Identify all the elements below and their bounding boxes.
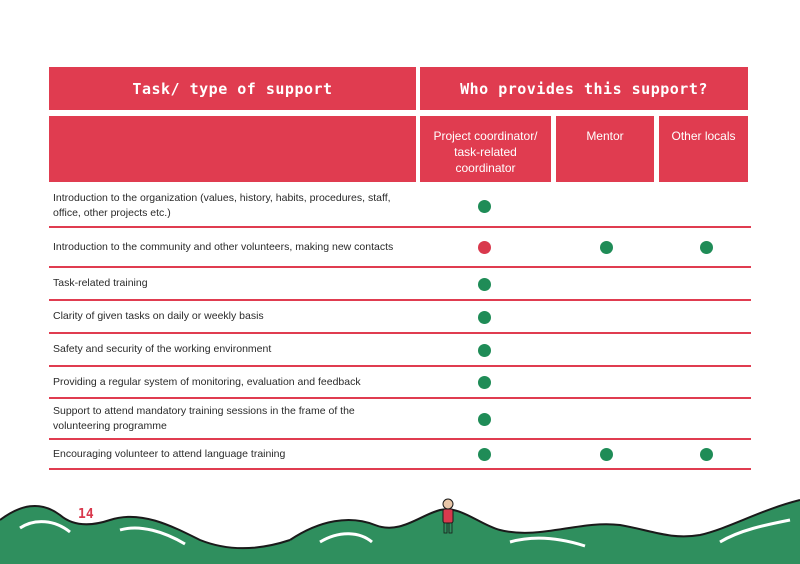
provider-header-other-locals: Other locals bbox=[659, 116, 748, 182]
figure-illustration bbox=[442, 498, 454, 534]
task-column-header: Task/ type of support bbox=[49, 67, 416, 110]
task-cell: Task-related training bbox=[53, 277, 148, 289]
provider-label-mentor: Mentor bbox=[586, 129, 624, 143]
provider-dot-mentor bbox=[600, 448, 613, 461]
provider-label-coordinator: Project coordinator/ task-related coordi… bbox=[433, 129, 538, 175]
provider-dot-coordinator bbox=[478, 200, 491, 213]
provider-header-coordinator: Project coordinator/ task-related coordi… bbox=[420, 116, 551, 182]
task-cell: Introduction to the community and other … bbox=[53, 240, 394, 253]
task-cell: Clarity of given tasks on daily or weekl… bbox=[53, 310, 264, 322]
task-column-title: Task/ type of support bbox=[132, 79, 333, 98]
table-row: Encouraging volunteer to attend language… bbox=[49, 440, 751, 470]
task-subheader-blank bbox=[49, 116, 416, 182]
provider-dot-coordinator bbox=[478, 241, 491, 254]
page-number: 14 bbox=[78, 507, 94, 522]
provider-dot-coordinator bbox=[478, 376, 491, 389]
provider-dot-coordinator bbox=[478, 310, 491, 324]
provider-dot-coordinator bbox=[478, 448, 491, 461]
task-cell: Safety and security of the working envir… bbox=[53, 343, 272, 355]
table-row: Safety and security of the working envir… bbox=[49, 334, 751, 367]
provider-dot-other-locals bbox=[700, 448, 713, 461]
task-cell: Providing a regular system of monitoring… bbox=[53, 375, 361, 388]
table-row: Introduction to the organization (values… bbox=[49, 186, 751, 228]
table-row: Task-related training bbox=[49, 268, 751, 301]
task-cell: Encouraging volunteer to attend language… bbox=[53, 447, 286, 460]
table-row: Providing a regular system of monitoring… bbox=[49, 367, 751, 399]
task-cell: Support to attend mandatory training ses… bbox=[53, 404, 355, 432]
task-cell: Introduction to the organization (values… bbox=[53, 192, 391, 219]
provider-dot-mentor bbox=[600, 241, 613, 254]
provider-column-header: Who provides this support? bbox=[420, 67, 748, 110]
provider-column-title: Who provides this support? bbox=[460, 79, 708, 98]
provider-label-other-locals: Other locals bbox=[671, 129, 736, 143]
table-row: Support to attend mandatory training ses… bbox=[49, 399, 751, 440]
provider-header-mentor: Mentor bbox=[556, 116, 654, 182]
provider-dot-other-locals bbox=[700, 241, 713, 254]
provider-dot-coordinator bbox=[478, 343, 491, 357]
provider-dot-coordinator bbox=[478, 412, 491, 426]
table-row: Introduction to the community and other … bbox=[49, 228, 751, 268]
provider-dot-coordinator bbox=[478, 277, 491, 291]
table-row: Clarity of given tasks on daily or weekl… bbox=[49, 301, 751, 334]
hills-illustration bbox=[0, 498, 800, 564]
